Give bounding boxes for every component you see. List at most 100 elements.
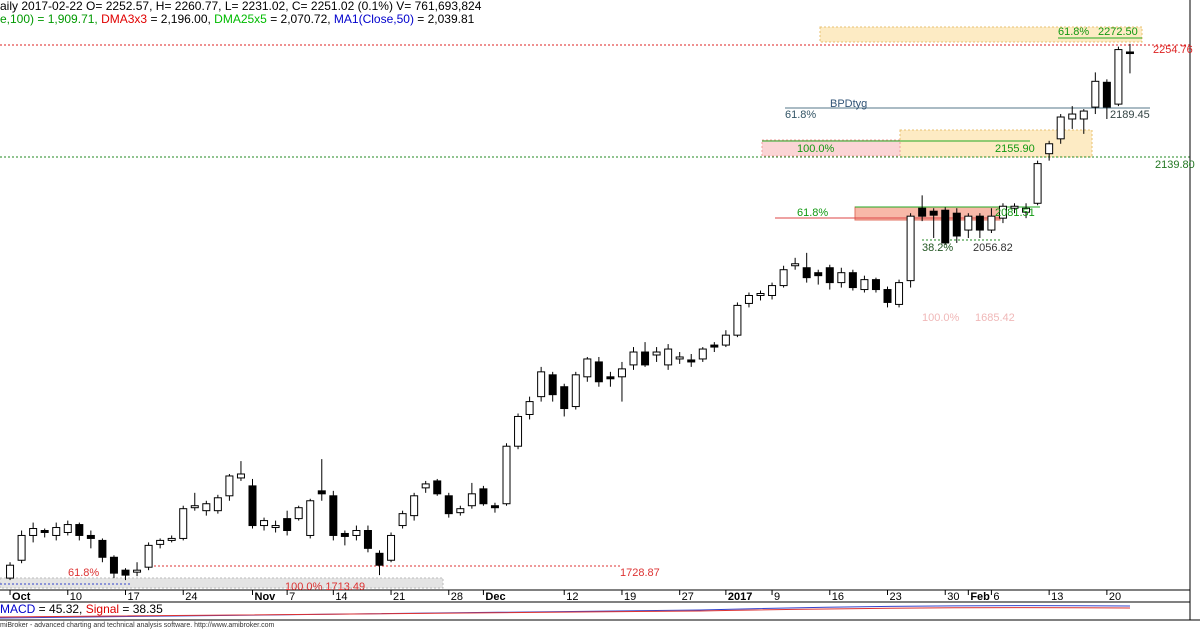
candle-body (617, 368, 626, 378)
candle-body (1022, 207, 1031, 213)
header-line: aily 2017-02-22 O= 2252.57, H= 2260.77, … (0, 0, 482, 13)
candle-body (975, 215, 984, 231)
candle-body (860, 279, 869, 291)
candle-body (225, 475, 234, 497)
x-tick-label: 24 (185, 591, 197, 603)
x-tick-label: 21 (393, 591, 405, 603)
annotation: 100.0% (797, 143, 835, 155)
candle-body (352, 530, 361, 536)
candle-body (433, 480, 442, 495)
candle-body (444, 495, 453, 515)
candle-body (571, 374, 580, 408)
annotation: 61.8% (1058, 26, 1089, 38)
candle-body (236, 473, 245, 479)
candle-body (814, 272, 823, 277)
header-segment: DMA3x3 (101, 12, 147, 26)
candle-body (802, 267, 811, 279)
candle-body (698, 348, 707, 360)
annotation: 1685.42 (975, 312, 1015, 324)
x-tick-label: 27 (682, 591, 694, 603)
candle-body (340, 532, 349, 537)
header-segment: = 2,070.72, (267, 12, 334, 26)
candle-body (213, 497, 222, 512)
candle-body (721, 334, 730, 346)
zone (0, 577, 444, 589)
candle-body (675, 356, 684, 360)
candle-body (733, 304, 742, 336)
candle-body (594, 361, 603, 383)
header-segment: Signal (86, 602, 119, 616)
candle-body (964, 215, 973, 231)
candle-body (156, 539, 165, 545)
candle-body (121, 569, 130, 576)
candle-body (952, 212, 961, 237)
candle-body (744, 294, 753, 304)
candle-body (375, 552, 384, 566)
x-tick-label: 30 (947, 591, 959, 603)
candle-body (410, 495, 419, 517)
candle-body (998, 205, 1007, 219)
annotation: 61.8% (797, 207, 828, 219)
candle-body (548, 374, 557, 396)
candle-body (848, 272, 857, 289)
candle-body (710, 344, 719, 348)
candle-body (941, 209, 950, 244)
annotation: 2139.80 (1155, 159, 1195, 171)
x-tick-label: 10 (70, 591, 82, 603)
candle-body (514, 415, 523, 447)
x-tick-label: Nov (255, 591, 277, 603)
x-tick-label: 2017 (728, 591, 752, 603)
candle-body (1056, 116, 1065, 140)
annotation: 2254.76 (1153, 44, 1193, 56)
candle-body (52, 527, 61, 536)
zone (761, 139, 901, 157)
annotation: 38.2% (922, 242, 953, 254)
candle-body (179, 508, 188, 539)
candle-body (363, 530, 372, 549)
annotation: 1728.87 (620, 567, 660, 579)
header-segment: DMA25x5 (214, 12, 267, 26)
candle-body (652, 351, 661, 356)
candle-body (479, 488, 488, 505)
candle-body (883, 289, 892, 303)
annotation: 2272.50 (1098, 26, 1138, 38)
candle-body (987, 215, 996, 231)
candle-body (133, 569, 142, 573)
header-segment: = 2,196.00, (147, 12, 214, 26)
candle-body (837, 272, 846, 284)
header-segment: = 45.32, (35, 602, 85, 616)
candle-body (525, 401, 534, 415)
header-segment: aily 2017-02-22 O= 2252.57, H= 2260.77, … (0, 0, 482, 13)
candle-body (6, 564, 15, 579)
candle-body (317, 490, 326, 495)
candle-body (1091, 80, 1100, 108)
x-tick-label: 13 (1051, 591, 1063, 603)
candle-body (40, 530, 49, 533)
candle-body (502, 445, 511, 505)
candle-body (17, 534, 26, 561)
candle-body (398, 513, 407, 527)
x-tick-label: 6 (993, 591, 999, 603)
header-segment: MACD (0, 602, 36, 616)
x-tick-label: 7 (289, 591, 295, 603)
candle-body (1079, 110, 1088, 120)
candle-body (1010, 205, 1019, 209)
candle-body (583, 358, 592, 378)
x-tick-label: 16 (832, 591, 844, 603)
candle-body (1102, 81, 1111, 108)
header-line: e,100) = 1,909.71, DMA3x3 = 2,196.00, DM… (0, 12, 475, 26)
candle-body (467, 493, 476, 507)
candle-body (906, 215, 915, 282)
x-tick-label: 28 (451, 591, 463, 603)
annotation: BPDtyg (830, 98, 867, 110)
candle-body (86, 534, 95, 539)
candle-body (791, 263, 800, 267)
signal-line (0, 607, 1131, 618)
x-tick-label: Feb (970, 591, 990, 603)
candle-body (456, 508, 465, 514)
candle-body (283, 518, 292, 532)
candle-body (918, 207, 927, 217)
candle-body (768, 285, 777, 296)
candle-body (1033, 163, 1042, 204)
